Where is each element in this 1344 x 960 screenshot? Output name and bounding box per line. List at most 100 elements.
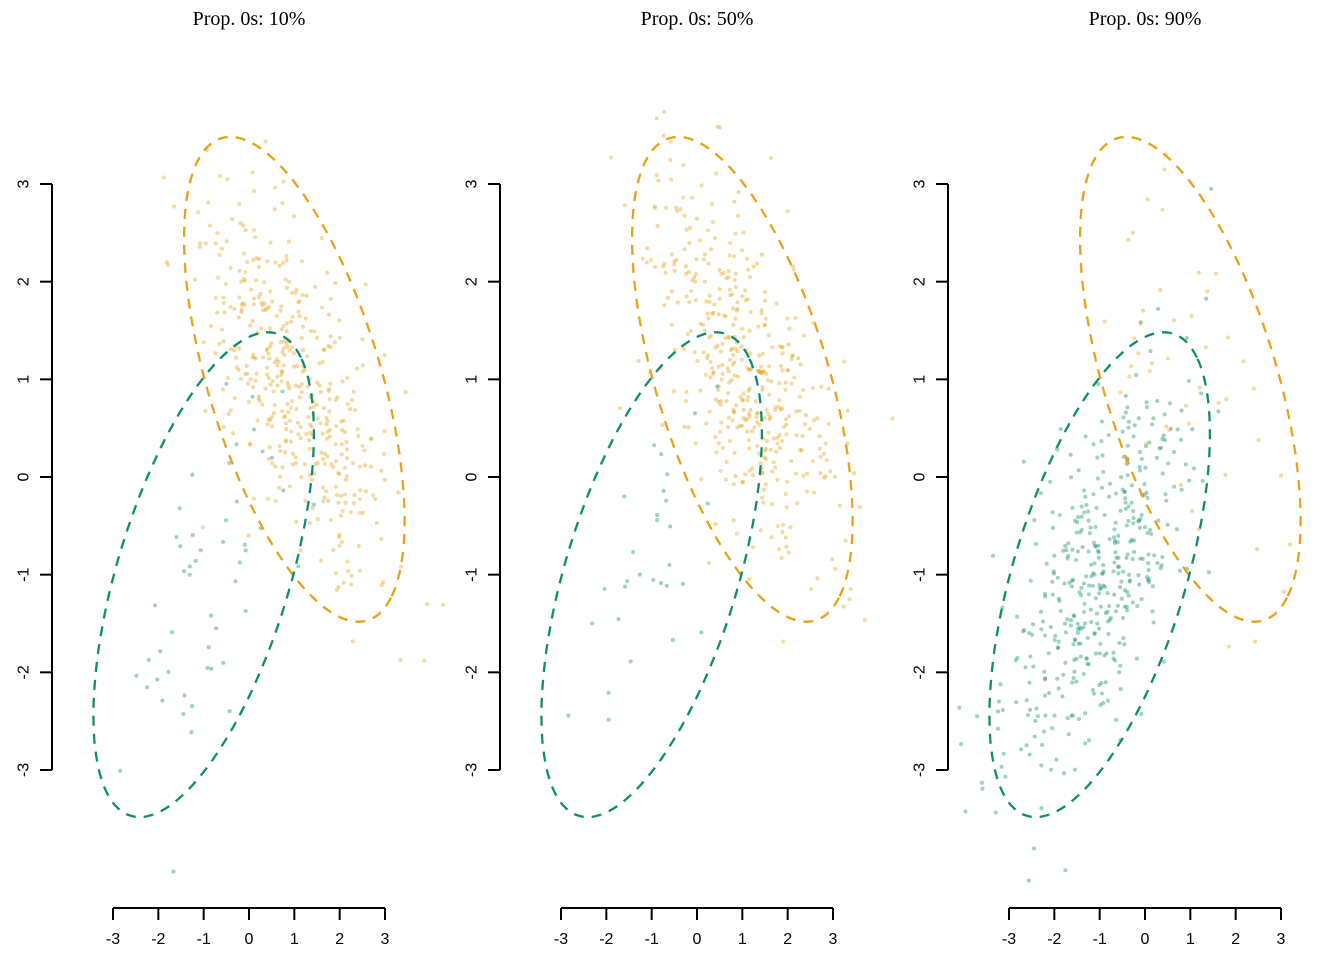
data-point <box>791 267 796 272</box>
data-point <box>243 270 248 275</box>
data-point <box>192 277 198 282</box>
data-point <box>757 353 762 358</box>
data-point <box>717 287 722 292</box>
data-point <box>1050 579 1055 584</box>
data-point <box>766 364 772 369</box>
data-point <box>734 403 739 408</box>
data-point <box>294 287 299 292</box>
data-point <box>294 519 299 524</box>
data-point <box>1164 424 1169 429</box>
data-point <box>823 441 828 446</box>
data-point <box>1071 577 1076 582</box>
x-axis: -3 -2 -1 0 1 2 3 <box>106 907 390 948</box>
data-point <box>1065 716 1070 721</box>
data-point <box>726 269 731 274</box>
data-point <box>346 569 351 574</box>
data-point <box>1056 596 1061 601</box>
data-point <box>686 425 691 430</box>
data-point <box>1175 427 1180 432</box>
data-point <box>1120 487 1125 492</box>
data-point <box>260 449 265 454</box>
data-point <box>760 471 765 476</box>
data-point <box>678 207 683 212</box>
data-point <box>336 471 341 476</box>
data-point <box>1076 716 1082 722</box>
data-point <box>1116 555 1121 560</box>
data-point <box>1055 575 1060 580</box>
data-point <box>323 451 328 456</box>
data-point <box>747 468 752 473</box>
data-point <box>1044 561 1049 566</box>
data-point <box>197 244 202 250</box>
data-point <box>228 304 233 310</box>
data-point <box>828 469 833 474</box>
data-point <box>848 587 853 592</box>
data-point <box>1101 701 1106 706</box>
data-point <box>655 513 660 518</box>
data-point <box>322 347 327 353</box>
data-point <box>1145 496 1150 501</box>
data-point <box>1101 569 1106 574</box>
data-point <box>1115 540 1120 545</box>
data-point <box>743 472 748 477</box>
data-point <box>314 335 319 340</box>
data-point <box>845 408 850 413</box>
data-point <box>728 241 733 246</box>
data-point <box>662 303 667 308</box>
data-point <box>1063 544 1068 549</box>
data-point <box>1095 455 1100 460</box>
data-point <box>665 295 670 300</box>
data-point <box>772 407 778 413</box>
data-point <box>1042 677 1048 682</box>
data-point <box>1216 409 1221 414</box>
data-point <box>1070 578 1075 583</box>
data-point <box>699 183 704 188</box>
data-point <box>616 616 621 622</box>
data-point <box>1177 568 1183 573</box>
data-point <box>682 247 687 252</box>
data-point <box>732 199 737 204</box>
data-point <box>1101 583 1106 588</box>
data-point <box>262 280 267 285</box>
data-point <box>1119 596 1124 601</box>
data-point <box>277 485 282 490</box>
data-point <box>1129 500 1134 505</box>
data-point <box>663 270 668 275</box>
data-point <box>1179 408 1184 413</box>
data-point <box>999 764 1004 769</box>
data-point <box>963 809 968 814</box>
data-point <box>1089 619 1094 625</box>
data-point <box>761 487 766 492</box>
data-point <box>1142 482 1147 487</box>
y-tick-label: -3 <box>912 763 929 777</box>
y-tick-label: 2 <box>16 277 33 286</box>
data-point <box>257 398 262 403</box>
data-point <box>833 566 838 571</box>
data-point <box>203 241 208 246</box>
data-point <box>1160 207 1165 212</box>
data-point <box>766 412 771 417</box>
data-point <box>1105 609 1110 614</box>
data-point <box>739 344 744 349</box>
data-point <box>224 381 229 386</box>
data-point <box>1144 405 1150 410</box>
data-point <box>1069 618 1074 623</box>
data-point <box>1081 672 1086 677</box>
data-point <box>382 429 387 434</box>
data-point <box>675 209 680 214</box>
x-axis: -3 -2 -1 0 1 2 3 <box>1002 907 1286 948</box>
data-point <box>321 347 326 352</box>
data-point <box>812 490 817 495</box>
data-point <box>1136 351 1141 356</box>
data-point <box>705 353 710 358</box>
data-point <box>1075 621 1080 626</box>
data-point <box>794 433 799 438</box>
data-point <box>340 509 345 514</box>
data-point <box>787 326 792 331</box>
data-point <box>735 300 740 305</box>
data-point <box>270 378 275 384</box>
data-point <box>718 399 723 404</box>
data-point <box>668 139 673 144</box>
data-point <box>730 418 735 423</box>
data-point <box>759 364 764 369</box>
